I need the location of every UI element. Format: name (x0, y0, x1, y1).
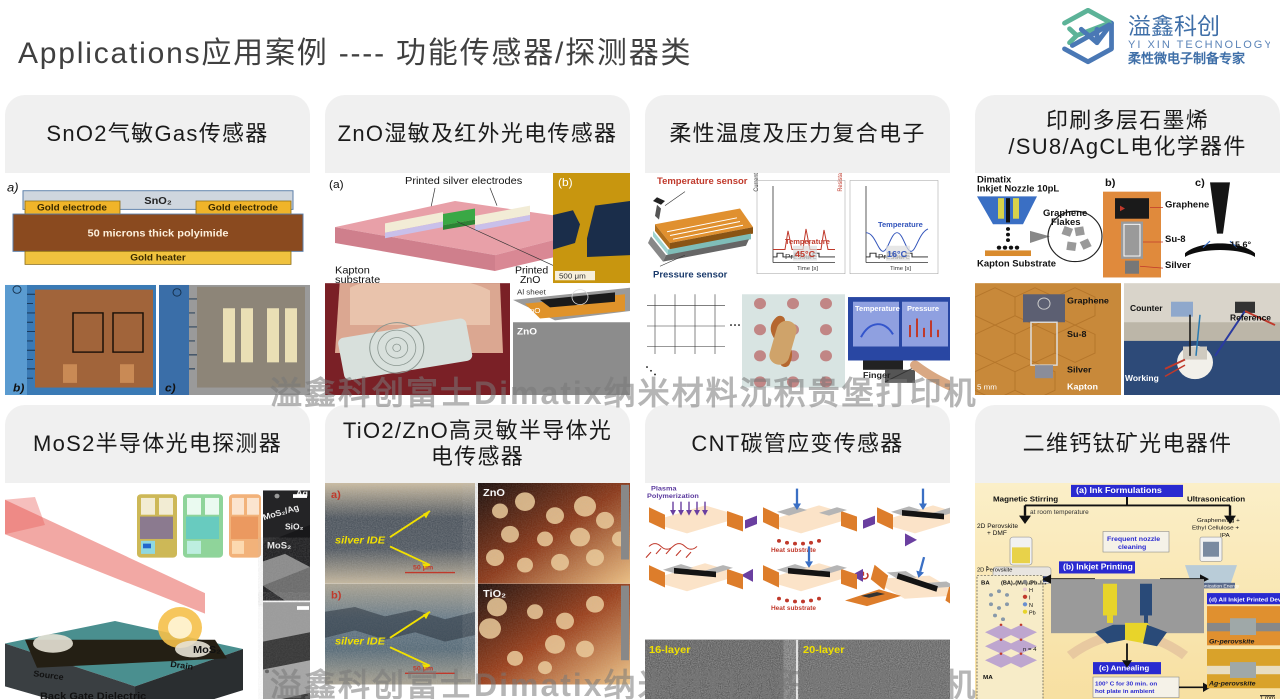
svg-text:Resistance: Resistance (838, 173, 844, 192)
svg-text:at room temperature: at room temperature (1030, 509, 1089, 516)
svg-text:15.6°: 15.6° (1230, 240, 1252, 250)
svg-text:Magnetic Stirring: Magnetic Stirring (993, 495, 1058, 504)
svg-text:SiO₂: SiO₂ (285, 523, 304, 532)
svg-text:Current [mA]: Current [mA] (754, 173, 760, 192)
svg-text:(a) Ink Formulations: (a) Ink Formulations (1076, 486, 1162, 496)
svg-text:SnO₂: SnO₂ (144, 195, 172, 207)
svg-text:Time [s]: Time [s] (797, 266, 818, 272)
svg-text:Graphene: Graphene (1165, 200, 1209, 210)
svg-text:+ DMF: + DMF (987, 530, 1007, 537)
svg-text:c): c) (165, 382, 176, 395)
svg-text:MA: MA (983, 674, 993, 681)
svg-text:16°C: 16°C (887, 249, 908, 259)
svg-text:silver IDE: silver IDE (335, 636, 386, 648)
svg-text:Su-8: Su-8 (1165, 234, 1186, 244)
svg-text:N: N (1029, 603, 1033, 609)
svg-text:Polymerization: Polymerization (647, 493, 699, 500)
svg-text:Counter: Counter (1130, 304, 1163, 313)
svg-text:b): b) (331, 590, 342, 602)
svg-text:Dimatix: Dimatix (977, 175, 1012, 185)
svg-text:(b): (b) (558, 176, 573, 189)
svg-text:cleaning: cleaning (1118, 544, 1146, 551)
svg-text:Kapton Substrate: Kapton Substrate (977, 259, 1056, 269)
svg-text:Silver: Silver (1067, 365, 1092, 375)
svg-text:5 mm: 5 mm (977, 383, 997, 392)
svg-text:ZnO: ZnO (520, 275, 541, 283)
svg-text:ZnO: ZnO (517, 327, 537, 338)
svg-text:Temperature: Temperature (785, 237, 830, 246)
svg-text:H: H (1029, 588, 1033, 594)
svg-text:Graphene: Graphene (1043, 208, 1087, 218)
svg-text:Pressure: Pressure (907, 304, 939, 313)
svg-text:Reference: Reference (1230, 314, 1271, 323)
svg-text:2D Perovskite: 2D Perovskite (977, 523, 1019, 530)
svg-text:50 μm: 50 μm (413, 666, 433, 673)
svg-text:BA: BA (981, 581, 991, 587)
svg-text:(c) Annealing: (c) Annealing (1099, 664, 1150, 673)
svg-text:C: C (1029, 581, 1033, 587)
svg-text:a): a) (331, 489, 341, 501)
svg-text:Plasma: Plasma (651, 486, 677, 493)
svg-text:Ag-perovskite: Ag-perovskite (1208, 681, 1256, 688)
svg-text:substrate: substrate (335, 274, 380, 283)
svg-text:20-layer: 20-layer (803, 644, 845, 656)
svg-text:Heat substrate: Heat substrate (771, 605, 817, 612)
svg-text:MoS₂: MoS₂ (193, 644, 221, 656)
svg-text:b): b) (13, 382, 24, 395)
svg-text:Inkjet Nozzle 10pL: Inkjet Nozzle 10pL (977, 184, 1060, 194)
svg-text:45°C: 45°C (795, 249, 816, 259)
svg-text:Ultrasonication: Ultrasonication (1187, 495, 1245, 504)
svg-text:c): c) (1195, 177, 1205, 189)
svg-text:16-layer: 16-layer (649, 644, 691, 656)
svg-text:Printed silver electrodes: Printed silver electrodes (405, 176, 522, 188)
svg-text:Pb: Pb (1029, 611, 1036, 617)
svg-text:Frequent nozzle: Frequent nozzle (1107, 536, 1160, 543)
svg-text:(a): (a) (329, 178, 344, 191)
svg-text:2D Perovskite: 2D Perovskite (977, 568, 1012, 574)
svg-text:b): b) (1105, 177, 1116, 189)
svg-text:Graphene: Graphene (1067, 296, 1109, 306)
svg-text:Gold electrode: Gold electrode (37, 203, 108, 214)
svg-text:Pressure sensor: Pressure sensor (653, 270, 728, 280)
svg-text:溢鑫科创: 溢鑫科创 (1128, 13, 1220, 39)
svg-text:Finger: Finger (863, 370, 891, 380)
svg-text:500 μm: 500 μm (559, 272, 586, 281)
svg-text:Time [s]: Time [s] (890, 266, 911, 272)
svg-text:(b) Inkjet Printing: (b) Inkjet Printing (1063, 563, 1133, 572)
svg-text:柔性微电子制备专家: 柔性微电子制备专家 (1127, 51, 1246, 66)
svg-text:Kapton: Kapton (1067, 382, 1098, 392)
svg-text:Gr-perovskite: Gr-perovskite (1209, 639, 1255, 646)
svg-text:Temperature: Temperature (878, 220, 923, 229)
svg-text:100° C for 30 min. on: 100° C for 30 min. on (1095, 681, 1158, 688)
svg-text:Al sheet: Al sheet (517, 288, 547, 297)
svg-text:Temperature sensor: Temperature sensor (657, 176, 748, 186)
svg-text:Graphene/Ag +: Graphene/Ag + (1197, 517, 1240, 524)
svg-text:Back Gate Dielectric: Back Gate Dielectric (40, 691, 146, 699)
svg-text:(d) All Inkjet Printed Devices: (d) All Inkjet Printed Devices (1209, 597, 1280, 604)
svg-text:Gold electrode: Gold electrode (208, 203, 279, 214)
svg-text:Ethyl Cellulose +: Ethyl Cellulose + (1192, 525, 1239, 532)
svg-text:Su-8: Su-8 (1067, 329, 1087, 339)
svg-text:Silver: Silver (1165, 260, 1191, 270)
svg-text:ZnO: ZnO (525, 306, 541, 315)
svg-text:Temperature: Temperature (855, 304, 900, 313)
svg-text:50 μm: 50 μm (413, 565, 433, 572)
svg-text:50 microns thick polyimide: 50 microns thick polyimide (87, 228, 228, 240)
svg-text:Working: Working (1125, 374, 1159, 383)
svg-text:silver IDE: silver IDE (335, 535, 386, 547)
svg-text:Flakes: Flakes (1051, 218, 1081, 228)
svg-text:YI XIN TECHNOLOGY: YI XIN TECHNOLOGY (1128, 39, 1270, 51)
svg-text:Gold heater: Gold heater (130, 253, 186, 264)
svg-text:n = 4: n = 4 (1023, 647, 1037, 653)
svg-text:I: I (1029, 596, 1031, 602)
svg-text:hot plate in ambient: hot plate in ambient (1095, 688, 1154, 695)
